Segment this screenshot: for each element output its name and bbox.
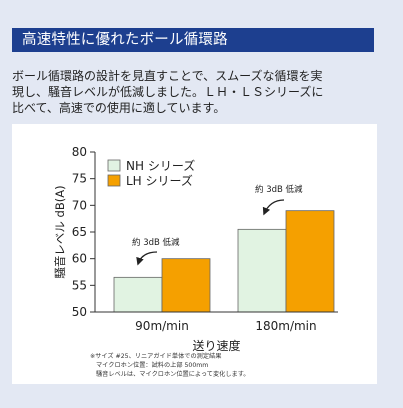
section-title-banner: 高速特性に優れたボール循環路 bbox=[12, 28, 374, 52]
section-title: 高速特性に優れたボール循環路 bbox=[22, 32, 228, 48]
x-tick-label: 90m/min bbox=[135, 319, 189, 333]
y-tick-label: 75 bbox=[72, 172, 87, 186]
annotation-arrow bbox=[136, 251, 158, 266]
y-axis-label: 騒音レベル dB(A) bbox=[53, 185, 67, 278]
y-tick-label: 50 bbox=[72, 305, 87, 319]
bar-lh-2 bbox=[285, 210, 335, 313]
bar-nh-1 bbox=[113, 276, 163, 313]
description-line: ボール循環路の設計を見直すことで、スムーズな循環を実 bbox=[12, 69, 323, 83]
annotation-arrow bbox=[262, 199, 285, 216]
y-tick-label: 80 bbox=[72, 145, 87, 159]
y-tick-label: 70 bbox=[72, 198, 87, 212]
legend-swatch-nh bbox=[107, 159, 121, 172]
legend-swatch-lh bbox=[107, 174, 121, 187]
description-line: 比べて、高速での使用に適しています。 bbox=[12, 101, 226, 115]
bar-lh-1 bbox=[161, 258, 211, 313]
bar-nh-2 bbox=[237, 228, 287, 313]
x-tick-label: 180m/min bbox=[255, 319, 316, 333]
y-tick-label: 60 bbox=[72, 252, 87, 266]
footnote: ※サイズ #25、リニアガイド単体での測定結果 bbox=[90, 352, 221, 360]
legend-label-lh: LH シリーズ bbox=[126, 173, 193, 188]
y-tick-label: 65 bbox=[72, 225, 87, 239]
x-axis-label: 送り速度 bbox=[192, 338, 240, 353]
description: ボール循環路の設計を見直すことで、スムーズな循環を実 現し、騒音レベルが低減しま… bbox=[12, 68, 377, 116]
footnote: マイクロホン位置：試料の上部 500mm bbox=[96, 361, 208, 369]
annotation-label: 約 3dB 低減 bbox=[132, 237, 180, 248]
annotation-label: 約 3dB 低減 bbox=[255, 184, 303, 195]
description-line: 現し、騒音レベルが低減しました。ＬＨ・ＬＳシリーズに bbox=[12, 85, 324, 99]
noise-level-chart: 50 55 60 65 70 75 80 騒音レベル dB(A) 90m/min 180m/min… bbox=[53, 145, 338, 378]
chart-panel: 50 55 60 65 70 75 80 騒音レベル dB(A) 90m/min 180m/min… bbox=[12, 124, 377, 384]
legend-label-nh: NH シリーズ bbox=[126, 158, 195, 173]
footnote: 騒音レベルは、マイクロホン位置によって変化します。 bbox=[96, 370, 249, 378]
y-tick-label: 55 bbox=[72, 278, 87, 292]
